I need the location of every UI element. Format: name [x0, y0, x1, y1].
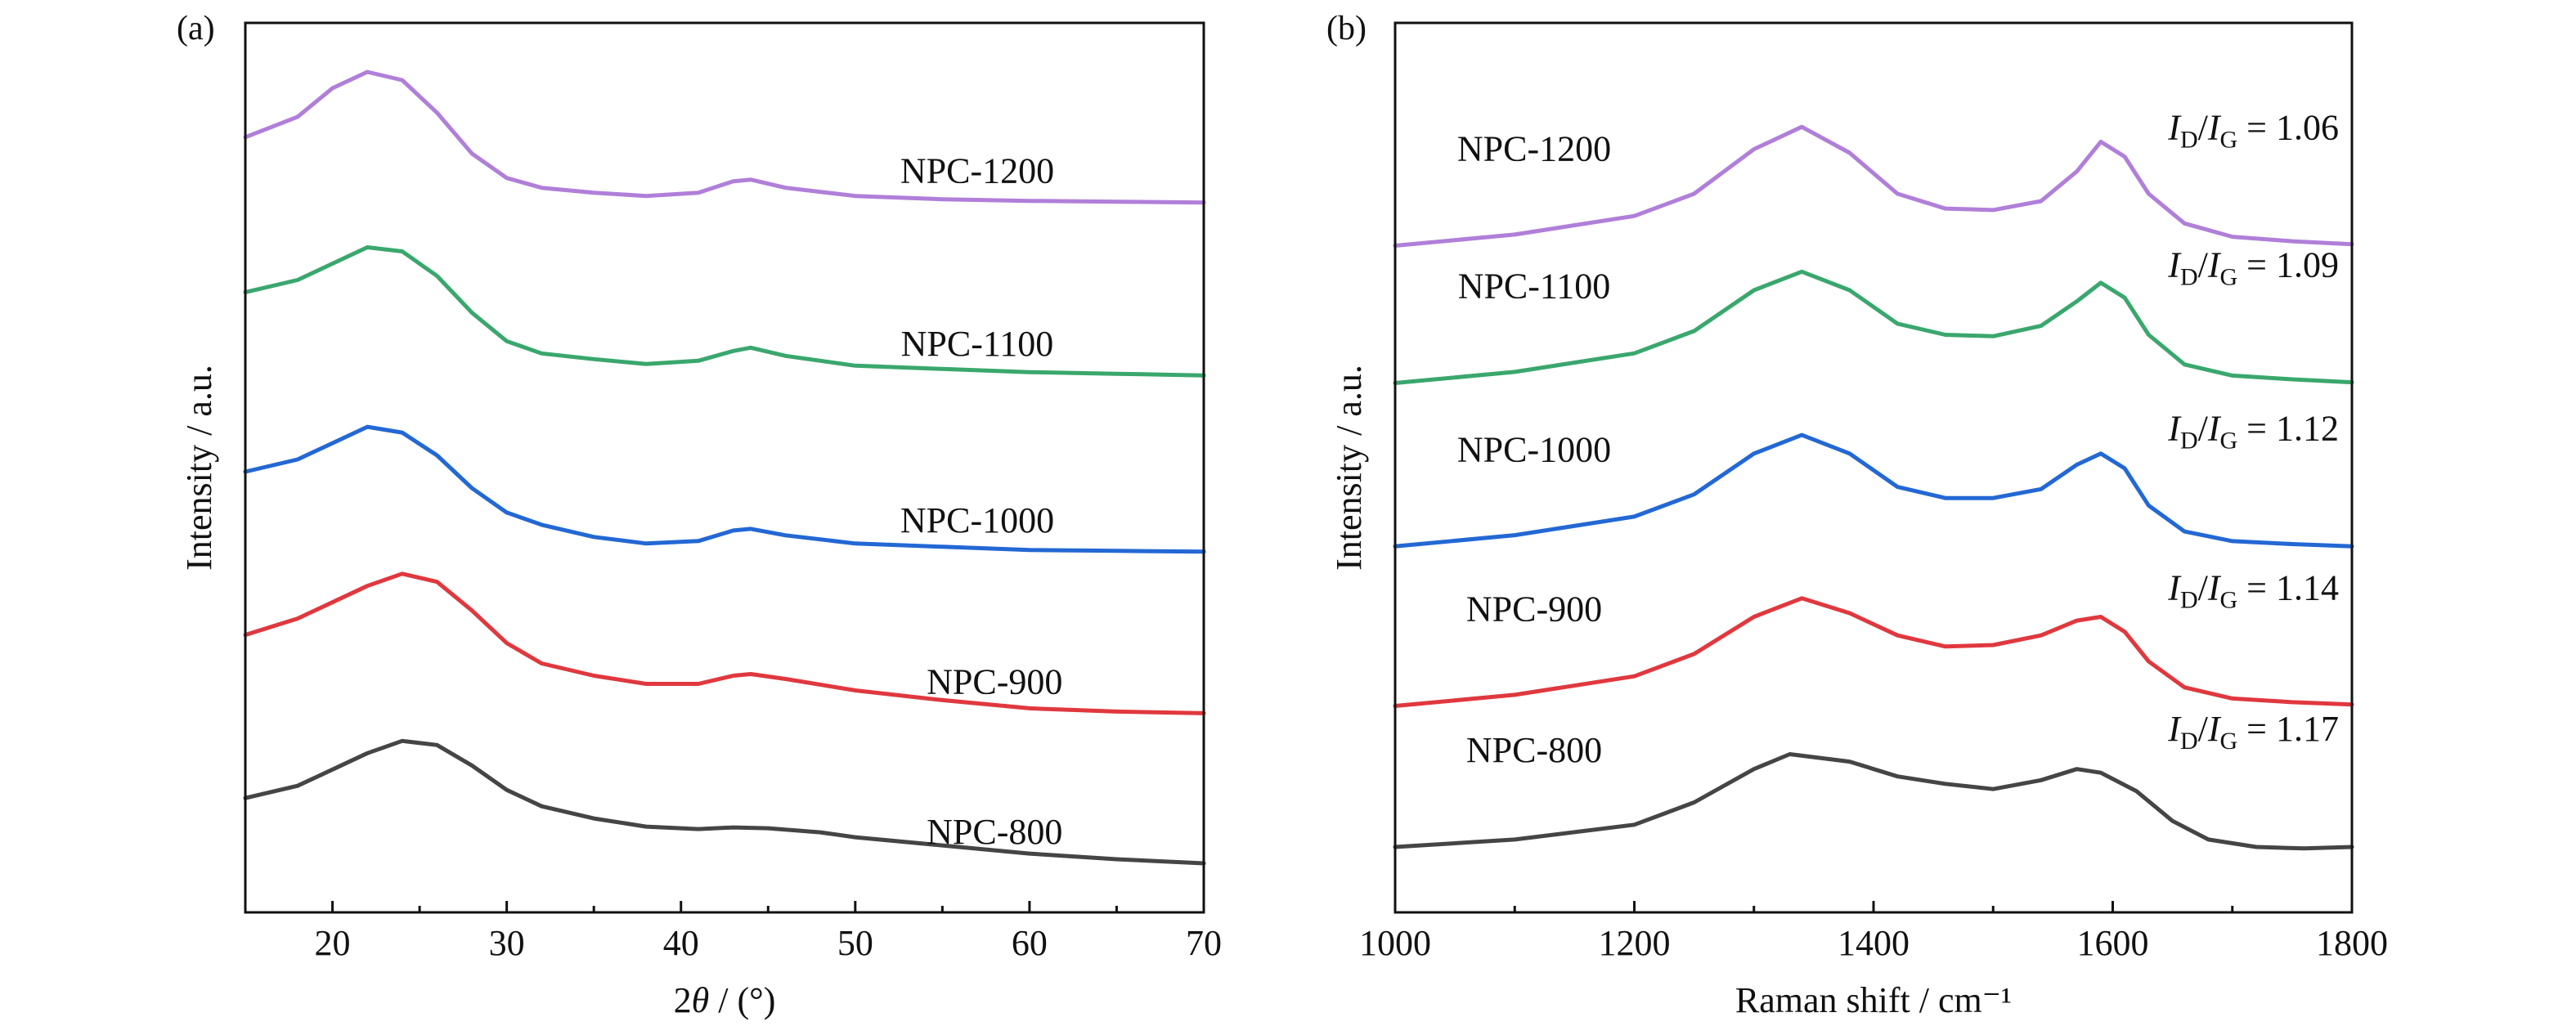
series-label: NPC-1000 [1457, 429, 1611, 469]
panel-b: (b) NPC-1200 ID/IG = 1.06 NPC-1100 ID/IG = … [1326, 10, 2388, 1020]
series-line-npc-1000 [243, 424, 1206, 554]
series-line-npc-1100 [1393, 269, 2354, 385]
panel-b-ylabel: Intensity / a.u. [1329, 365, 1369, 571]
series-label: NPC-1200 [900, 151, 1054, 191]
series-label: NPC-800 [1466, 730, 1602, 770]
panel-a-ylabel: Intensity / a.u. [179, 365, 219, 571]
series-label: NPC-1200 [1457, 129, 1611, 169]
series-label: NPC-1000 [900, 500, 1054, 540]
x-tick-label: 30 [489, 923, 525, 963]
panel-a-plot-content: NPC-1200 NPC-1100 NPC-1000 NPC-900 NPC-800 [243, 69, 1206, 866]
panel-a-ticks: 20 30 40 50 60 70 [315, 901, 1222, 963]
id-ig-ratio-label: ID/IG = 1.17 [2167, 709, 2339, 755]
series-label: NPC-900 [1466, 589, 1602, 629]
series-line-npc-800 [1393, 752, 2354, 851]
panel-a-xlabel-prefix: 2 [674, 980, 692, 1020]
series-line-npc-1200 [243, 69, 1206, 205]
x-tick-label: 50 [837, 923, 873, 963]
series-line-npc-800 [243, 738, 1206, 866]
x-tick-label: 1800 [2316, 923, 2388, 963]
panel-a: (a) NPC-1200 NPC-1100 NPC-1000 NPC-900 NPC-8… [177, 10, 1222, 1020]
series-line-npc-1000 [1393, 432, 2354, 549]
series-line-npc-900 [1393, 596, 2354, 708]
x-tick-label: 60 [1012, 923, 1048, 963]
panel-b-xlabel: Raman shift / cm⁻¹ [1735, 980, 2012, 1020]
panel-b-letter: (b) [1326, 10, 1367, 47]
panel-a-xlabel: 2θ / (°) [674, 980, 776, 1020]
panel-a-frame [244, 21, 1205, 914]
id-ig-ratio-label: ID/IG = 1.06 [2167, 108, 2339, 154]
x-tick-label: 70 [1186, 923, 1222, 963]
panel-b-ticks: 1000 1200 1400 1600 1800 [1359, 901, 2388, 963]
x-tick-label: 1600 [2077, 923, 2149, 963]
series-label: NPC-1100 [1458, 267, 1611, 307]
series-line-npc-900 [243, 571, 1206, 715]
panel-a-xlabel-suffix: / (°) [709, 980, 775, 1020]
x-tick-label: 1000 [1359, 923, 1431, 963]
id-ig-ratio-label: ID/IG = 1.09 [2167, 245, 2339, 291]
series-label: NPC-800 [927, 812, 1062, 852]
x-tick-label: 1200 [1599, 923, 1671, 963]
panel-a-letter: (a) [177, 10, 215, 47]
id-ig-ratio-label: ID/IG = 1.14 [2167, 567, 2339, 613]
x-tick-label: 40 [663, 923, 699, 963]
panel-b-plot-content: NPC-1200 ID/IG = 1.06 NPC-1100 ID/IG = 1.09… [1393, 108, 2354, 851]
panel-a-xlabel-symbol: θ [692, 980, 710, 1020]
series-line-npc-1100 [243, 245, 1206, 378]
series-line-npc-1200 [1393, 124, 2354, 248]
x-tick-label: 1400 [1838, 923, 1910, 963]
series-label: NPC-900 [927, 661, 1062, 701]
id-ig-ratio-label: ID/IG = 1.12 [2167, 408, 2339, 454]
x-tick-label: 20 [315, 923, 351, 963]
series-label: NPC-1100 [901, 324, 1054, 364]
